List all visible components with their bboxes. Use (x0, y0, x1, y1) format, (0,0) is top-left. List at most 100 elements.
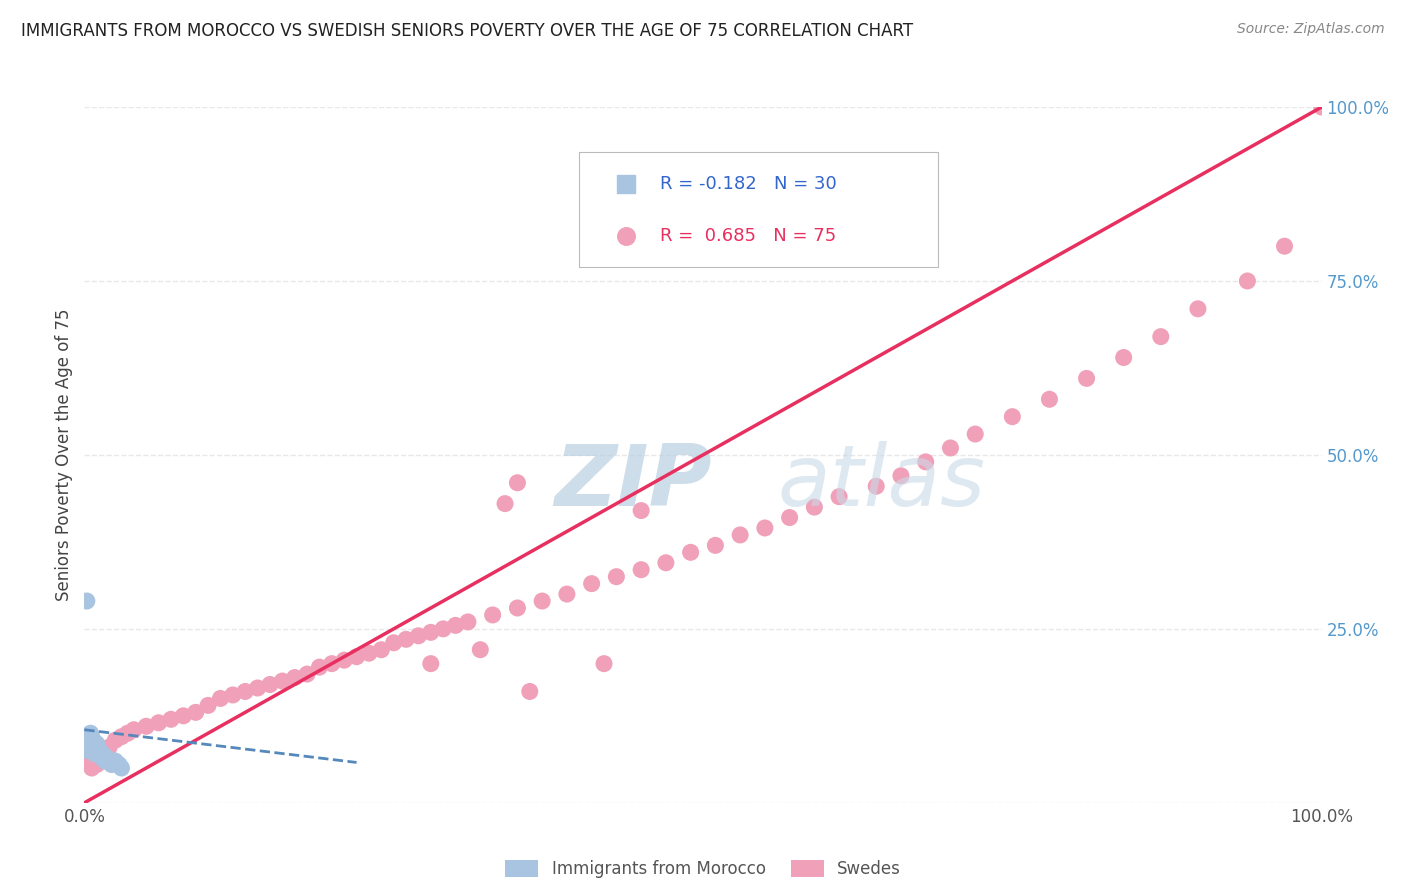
Point (555, 587, 578, 601)
Point (1001, 409, 1024, 424)
Point (333, 653, 356, 667)
Text: R = -0.182   N = 30: R = -0.182 N = 30 (659, 175, 837, 193)
Text: Source: ZipAtlas.com: Source: ZipAtlas.com (1237, 22, 1385, 37)
Point (1274, 239, 1296, 253)
Point (357, 646, 380, 660)
Point (222, 688, 245, 702)
Point (803, 500, 825, 514)
Point (408, 629, 430, 643)
Point (98, 754, 121, 768)
Point (295, 667, 318, 681)
Point (104, 754, 127, 768)
Point (382, 636, 405, 650)
Point (87, 747, 110, 761)
Point (1310, 100, 1333, 114)
Point (197, 698, 219, 713)
Point (470, 642, 492, 657)
Point (444, 618, 467, 632)
Point (83, 754, 105, 768)
Point (506, 601, 529, 615)
Point (1076, 371, 1098, 385)
Point (184, 706, 207, 720)
Point (172, 708, 194, 723)
Point (83, 744, 105, 758)
Point (914, 455, 936, 469)
Point (1187, 301, 1209, 316)
Point (630, 563, 652, 577)
Point (76, 737, 98, 751)
Point (79, 726, 101, 740)
Point (94, 754, 117, 768)
Point (110, 761, 132, 775)
Point (117, 726, 139, 740)
Point (1038, 392, 1060, 407)
Point (100, 757, 122, 772)
Point (77, 744, 100, 758)
Point (104, 733, 127, 747)
Text: IMMIGRANTS FROM MOROCCO VS SWEDISH SENIORS POVERTY OVER THE AGE OF 75 CORRELATIO: IMMIGRANTS FROM MOROCCO VS SWEDISH SENIO… (21, 22, 914, 40)
Point (965, 427, 987, 442)
Point (728, 528, 751, 542)
Point (89, 750, 111, 764)
Point (80, 737, 103, 751)
Text: R =  0.685   N = 75: R = 0.685 N = 75 (659, 227, 837, 244)
Point (122, 723, 145, 737)
Point (1150, 329, 1173, 343)
Point (605, 570, 627, 584)
Point (80, 730, 103, 744)
Point (86, 744, 108, 758)
Point (939, 441, 962, 455)
Point (321, 657, 343, 671)
Point (108, 757, 131, 772)
Point (370, 642, 392, 657)
Point (93, 750, 115, 764)
Point (96, 750, 118, 764)
Point (890, 468, 912, 483)
Point (91, 747, 114, 761)
Point (395, 632, 418, 647)
Point (1112, 351, 1135, 365)
Point (259, 677, 281, 691)
Point (87, 740, 110, 755)
Point (89, 747, 111, 761)
Point (614, 228, 637, 243)
Point (754, 521, 776, 535)
Point (531, 594, 554, 608)
Point (481, 607, 503, 622)
Point (80, 761, 103, 775)
Point (419, 625, 441, 640)
Point (209, 691, 232, 706)
Text: atlas: atlas (778, 442, 986, 524)
Point (82, 740, 104, 755)
Point (704, 538, 727, 552)
Point (271, 674, 294, 689)
Point (135, 719, 157, 733)
Point (79, 740, 101, 755)
Point (519, 684, 541, 698)
Point (865, 479, 887, 493)
Point (76, 594, 98, 608)
Point (346, 649, 368, 664)
Point (246, 681, 269, 695)
Point (79, 733, 101, 747)
Point (419, 657, 441, 671)
Point (593, 657, 616, 671)
Point (630, 503, 652, 517)
Point (494, 497, 516, 511)
Point (233, 684, 256, 698)
Point (91, 747, 114, 761)
Point (148, 715, 170, 730)
Point (284, 671, 307, 685)
Point (581, 576, 603, 591)
Point (679, 545, 702, 559)
Point (86, 737, 108, 751)
Point (110, 730, 132, 744)
Y-axis label: Seniors Poverty Over the Age of 75: Seniors Poverty Over the Age of 75 (55, 309, 73, 601)
Legend: Immigrants from Morocco, Swedes: Immigrants from Morocco, Swedes (498, 854, 908, 885)
Point (160, 712, 183, 726)
Point (98, 740, 121, 755)
Point (89, 744, 111, 758)
Point (86, 757, 108, 772)
Point (1236, 274, 1258, 288)
Point (82, 733, 104, 747)
